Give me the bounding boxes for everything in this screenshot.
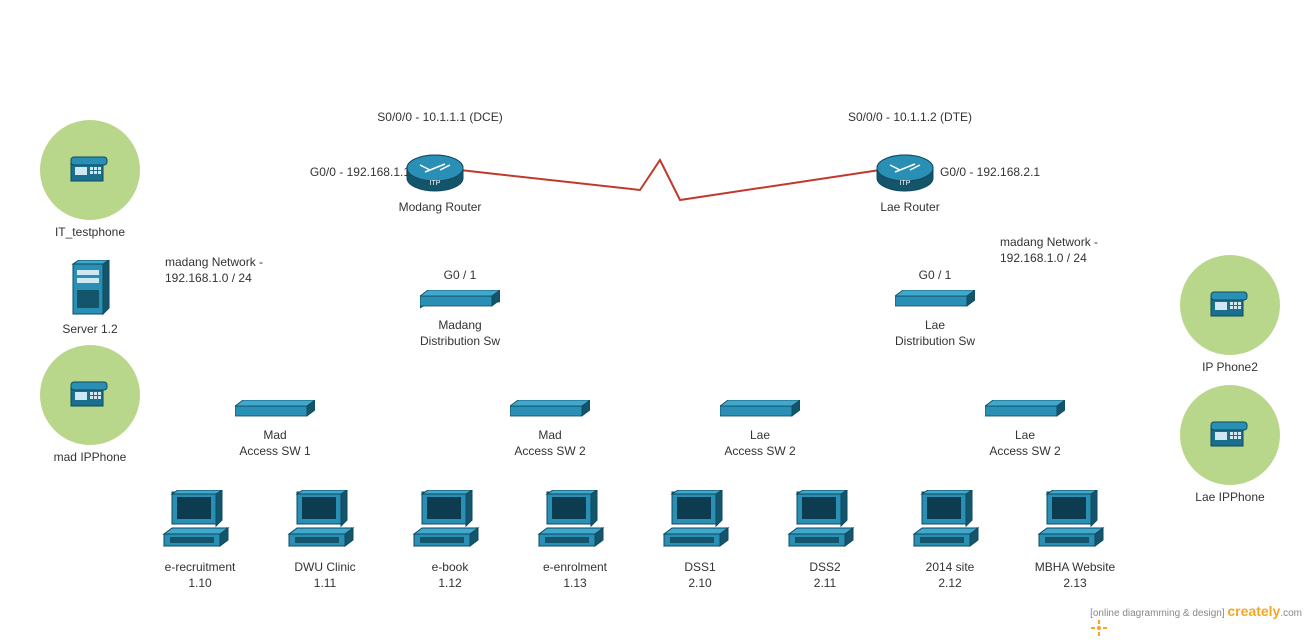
- svg-text:ITP: ITP: [430, 180, 441, 187]
- switch-icon: [420, 290, 500, 310]
- pc-label-pc7: 2014 site 2.12: [895, 560, 1005, 591]
- pc-icon: [285, 490, 360, 555]
- server-label: Server 1.2: [50, 322, 130, 338]
- phone-lae-label: Lae IPPhone: [1175, 490, 1285, 506]
- pc-icon: [535, 490, 610, 555]
- pc-pc5: [660, 490, 735, 555]
- svg-text:ITP: ITP: [900, 180, 911, 187]
- phone-lae: [1180, 385, 1280, 485]
- pc-pc2: [285, 490, 360, 555]
- pc-icon: [1035, 490, 1110, 555]
- footer-suffix: .com: [1280, 608, 1302, 619]
- server-icon: [65, 260, 115, 320]
- phone-it-testphone: [40, 120, 140, 220]
- pc-icon: [910, 490, 985, 555]
- acc2-label: Mad Access SW 2: [500, 428, 600, 459]
- router1-g00-label: G0/0 - 192.168.1.1: [250, 165, 410, 181]
- router1-name-label: Modang Router: [390, 200, 490, 216]
- footer-tagline: [online diagramming & design]: [1090, 608, 1225, 619]
- pc-pc3: [410, 490, 485, 555]
- ipphone-icon: [65, 378, 115, 413]
- ipphone-icon: [1205, 418, 1255, 453]
- pc-icon: [160, 490, 235, 555]
- phone-mad: [40, 345, 140, 445]
- server: [65, 260, 115, 320]
- switch-madang-dist: [420, 290, 500, 310]
- switch-icon: [510, 400, 590, 420]
- pc-pc4: [535, 490, 610, 555]
- switch-icon: [985, 400, 1065, 420]
- switch-lae-acc2: [985, 400, 1065, 420]
- router-icon: ITP: [405, 150, 465, 195]
- switch-mad-acc2: [510, 400, 590, 420]
- pc-label-pc1: e-recruitment 1.10: [145, 560, 255, 591]
- router2-serial-label: S0/0/0 - 10.1.1.2 (DTE): [810, 110, 1010, 126]
- pc-label-pc5: DSS1 2.10: [645, 560, 755, 591]
- diagram-canvas: ITP S0/0/0 - 10.1.1.1 (DCE) G0/0 - 192.1…: [0, 0, 1310, 641]
- phone-mad-label: mad IPPhone: [35, 450, 145, 466]
- footer-spark-icon: [1090, 619, 1108, 637]
- pc-label-pc4: e-enrolment 1.13: [520, 560, 630, 591]
- switch-icon: [895, 290, 975, 310]
- pc-pc1: [160, 490, 235, 555]
- router-modang: ITP: [405, 150, 465, 195]
- dist2-name-label: Lae Distribution Sw: [880, 318, 990, 349]
- router-lae: ITP: [875, 150, 935, 195]
- pc-label-pc8: MBHA Website 2.13: [1020, 560, 1130, 591]
- ipphone-icon: [1205, 288, 1255, 323]
- pc-label-pc6: DSS2 2.11: [770, 560, 880, 591]
- phone-ip2: [1180, 255, 1280, 355]
- net2-label: madang Network - 192.168.1.0 / 24: [1000, 235, 1140, 266]
- dist2-port-label: G0 / 1: [895, 268, 975, 284]
- switch-icon: [235, 400, 315, 420]
- router-icon: ITP: [875, 150, 935, 195]
- switch-lae-dist: [895, 290, 975, 310]
- acc3-label: Lae Access SW 2: [710, 428, 810, 459]
- pc-icon: [785, 490, 860, 555]
- pc-icon: [660, 490, 735, 555]
- router1-serial-label: S0/0/0 - 10.1.1.1 (DCE): [340, 110, 540, 126]
- ipphone-icon: [65, 153, 115, 188]
- router2-g00-label: G0/0 - 192.168.2.1: [940, 165, 1100, 181]
- phone-ip2-label: IP Phone2: [1175, 360, 1285, 376]
- pc-pc6: [785, 490, 860, 555]
- dist1-port-label: G0 / 1: [420, 268, 500, 284]
- footer-credit: [online diagramming & design] creately.c…: [1090, 603, 1302, 637]
- acc1-label: Mad Access SW 1: [225, 428, 325, 459]
- pc-label-pc3: e-book 1.12: [395, 560, 505, 591]
- phone-it-label: IT_testphone: [35, 225, 145, 241]
- switch-icon: [720, 400, 800, 420]
- switch-mad-acc1: [235, 400, 315, 420]
- net1-label: madang Network - 192.168.1.0 / 24: [165, 255, 305, 286]
- pc-label-pc2: DWU Clinic 1.11: [270, 560, 380, 591]
- router2-name-label: Lae Router: [860, 200, 960, 216]
- pc-pc7: [910, 490, 985, 555]
- switch-lae-acc1: [720, 400, 800, 420]
- dist1-name-label: Madang Distribution Sw: [405, 318, 515, 349]
- pc-pc8: [1035, 490, 1110, 555]
- footer-brand: creately: [1227, 603, 1280, 619]
- acc4-label: Lae Access SW 2: [975, 428, 1075, 459]
- pc-icon: [410, 490, 485, 555]
